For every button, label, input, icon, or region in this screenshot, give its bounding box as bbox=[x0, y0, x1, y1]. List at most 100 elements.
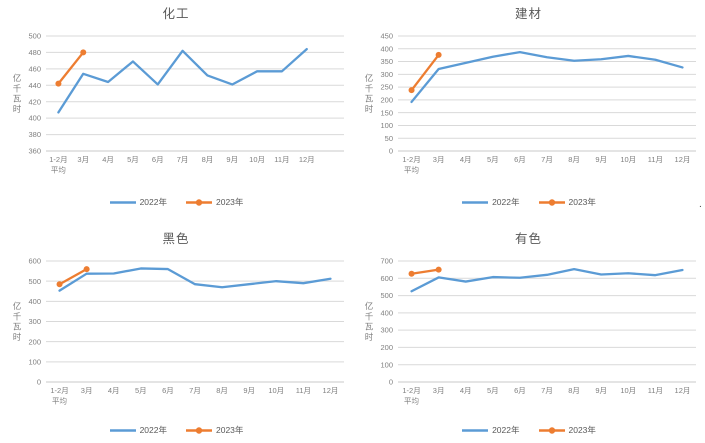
svg-text:4月: 4月 bbox=[460, 155, 472, 164]
svg-text:450: 450 bbox=[380, 32, 393, 41]
svg-text:12月: 12月 bbox=[675, 386, 691, 395]
svg-text:平均: 平均 bbox=[404, 165, 419, 175]
svg-text:1-2月: 1-2月 bbox=[402, 155, 420, 164]
chart-title: 化工 bbox=[162, 7, 190, 21]
svg-text:3月: 3月 bbox=[433, 155, 445, 164]
svg-text:10月: 10月 bbox=[268, 386, 284, 395]
svg-text:200: 200 bbox=[380, 95, 393, 104]
svg-text:420: 420 bbox=[28, 97, 41, 106]
svg-text:700: 700 bbox=[380, 257, 393, 266]
svg-text:10月: 10月 bbox=[620, 155, 636, 164]
svg-text:400: 400 bbox=[380, 308, 393, 317]
svg-text:千: 千 bbox=[13, 311, 22, 321]
svg-text:480: 480 bbox=[28, 48, 41, 57]
svg-text:时: 时 bbox=[13, 104, 22, 114]
svg-text:100: 100 bbox=[380, 121, 393, 130]
svg-text:平均: 平均 bbox=[404, 396, 419, 406]
svg-text:460: 460 bbox=[28, 64, 41, 73]
svg-text:100: 100 bbox=[28, 357, 41, 366]
line-series-icon bbox=[109, 428, 136, 432]
line-marker-series-icon bbox=[186, 426, 212, 434]
svg-text:亿: 亿 bbox=[365, 73, 374, 83]
legend-item-2023: 2023年 bbox=[185, 196, 243, 208]
svg-text:3月: 3月 bbox=[77, 155, 89, 164]
svg-text:7月: 7月 bbox=[541, 155, 553, 164]
svg-text:亿: 亿 bbox=[365, 301, 374, 311]
legend-label: 2022年 bbox=[139, 197, 167, 207]
svg-text:7月: 7月 bbox=[177, 155, 189, 164]
line-series-icon bbox=[462, 200, 489, 204]
svg-text:5月: 5月 bbox=[135, 386, 147, 395]
legend-item-2022: 2022年 bbox=[461, 196, 520, 208]
svg-text:9月: 9月 bbox=[243, 386, 255, 395]
legend-item-2022: 2022年 bbox=[109, 424, 167, 436]
svg-text:10月: 10月 bbox=[620, 386, 636, 395]
legend-label: 2023年 bbox=[568, 197, 596, 207]
svg-text:8月: 8月 bbox=[568, 155, 580, 164]
svg-text:0: 0 bbox=[389, 378, 393, 387]
svg-text:3月: 3月 bbox=[81, 386, 93, 395]
svg-text:150: 150 bbox=[380, 108, 393, 117]
svg-text:5月: 5月 bbox=[487, 155, 499, 164]
svg-text:6月: 6月 bbox=[152, 155, 164, 164]
svg-text:11月: 11月 bbox=[648, 386, 663, 395]
svg-text:4月: 4月 bbox=[108, 386, 120, 395]
svg-text:4月: 4月 bbox=[102, 155, 114, 164]
svg-text:200: 200 bbox=[380, 343, 393, 352]
stray-period-artifact: . bbox=[699, 199, 702, 210]
svg-text:7月: 7月 bbox=[189, 386, 201, 395]
svg-text:1-2月: 1-2月 bbox=[402, 386, 420, 395]
svg-text:500: 500 bbox=[28, 277, 41, 286]
chart-legend: 2022年 2023年 bbox=[0, 196, 352, 208]
svg-text:300: 300 bbox=[28, 317, 41, 326]
legend-item-2023: 2023年 bbox=[538, 424, 596, 436]
line-marker-series-icon bbox=[186, 198, 212, 206]
svg-text:400: 400 bbox=[28, 114, 41, 123]
svg-text:50: 50 bbox=[385, 134, 393, 143]
svg-text:1-2月: 1-2月 bbox=[50, 386, 68, 395]
svg-text:250: 250 bbox=[380, 83, 393, 92]
svg-text:11月: 11月 bbox=[648, 155, 663, 164]
svg-text:11月: 11月 bbox=[296, 386, 311, 395]
chart-legend: 2022年 2023年 bbox=[352, 424, 705, 436]
svg-text:9月: 9月 bbox=[595, 155, 607, 164]
svg-text:6月: 6月 bbox=[514, 155, 526, 164]
legend-item-2022: 2022年 bbox=[461, 424, 520, 436]
legend-label: 2022年 bbox=[492, 425, 520, 435]
line-series-icon bbox=[462, 428, 489, 432]
line-marker-series-icon bbox=[538, 198, 565, 206]
chart-panel-chemical: 化工 360 380 400 420 440 460 480 500 亿千瓦时 1-2月 平均 3月 4… bbox=[0, 0, 352, 221]
chart-panel-building-materials: 建材 0 50 100 150 200 250 300 350 400 450 亿千瓦时 1-2月 平均… bbox=[352, 0, 705, 221]
chart-legend: 2022年 2023年 bbox=[352, 196, 705, 208]
svg-text:1-2月: 1-2月 bbox=[49, 155, 67, 164]
svg-text:8月: 8月 bbox=[568, 386, 580, 395]
svg-text:瓦: 瓦 bbox=[365, 94, 374, 104]
svg-text:300: 300 bbox=[380, 70, 393, 79]
svg-text:500: 500 bbox=[28, 32, 41, 41]
svg-text:瓦: 瓦 bbox=[365, 322, 374, 332]
chart-panel-nonferrous: 有色 0 100 200 300 400 500 600 700 亿千瓦时 1-2月 平均 3月 4月 5… bbox=[352, 221, 705, 443]
svg-text:4月: 4月 bbox=[460, 386, 472, 395]
legend-item-2023: 2023年 bbox=[185, 424, 243, 436]
svg-text:8月: 8月 bbox=[202, 155, 214, 164]
svg-text:时: 时 bbox=[365, 332, 374, 342]
svg-text:3月: 3月 bbox=[433, 386, 445, 395]
chart-title: 有色 bbox=[514, 232, 542, 246]
legend-label: 2022年 bbox=[139, 425, 167, 435]
line-marker-series-icon bbox=[538, 426, 565, 434]
svg-text:400: 400 bbox=[28, 297, 41, 306]
svg-text:6月: 6月 bbox=[514, 386, 526, 395]
svg-text:平均: 平均 bbox=[51, 165, 66, 175]
svg-text:12月: 12月 bbox=[323, 386, 339, 395]
svg-text:千: 千 bbox=[13, 83, 22, 93]
svg-text:5月: 5月 bbox=[127, 155, 139, 164]
svg-text:平均: 平均 bbox=[52, 396, 67, 406]
svg-text:时: 时 bbox=[365, 104, 374, 114]
svg-text:9月: 9月 bbox=[226, 155, 238, 164]
svg-text:瓦: 瓦 bbox=[13, 322, 22, 332]
svg-text:亿: 亿 bbox=[13, 73, 22, 83]
svg-text:11月: 11月 bbox=[274, 155, 289, 164]
